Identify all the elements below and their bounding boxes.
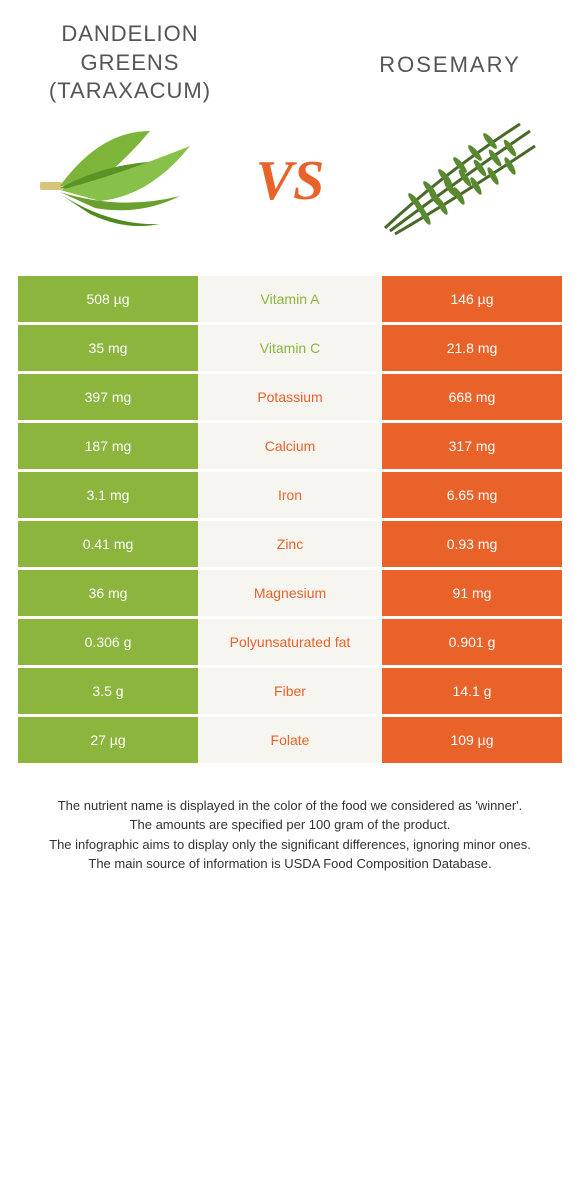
table-row: 0.41 mgZinc0.93 mg	[18, 521, 562, 567]
right-value-cell: 91 mg	[382, 570, 562, 616]
table-row: 0.306 gPolyunsaturated fat0.901 g	[18, 619, 562, 665]
left-value-cell: 36 mg	[18, 570, 198, 616]
left-value-cell: 3.5 g	[18, 668, 198, 714]
nutrient-label-cell: Zinc	[198, 521, 382, 567]
left-food-title: Dandelion Greens (Taraxacum)	[30, 20, 230, 106]
nutrient-label-cell: Vitamin A	[198, 276, 382, 322]
left-value-cell: 27 µg	[18, 717, 198, 763]
left-value-cell: 0.41 mg	[18, 521, 198, 567]
nutrient-label-cell: Iron	[198, 472, 382, 518]
table-row: 187 mgCalcium317 mg	[18, 423, 562, 469]
nutrient-label-cell: Folate	[198, 717, 382, 763]
right-value-cell: 14.1 g	[382, 668, 562, 714]
right-value-cell: 6.65 mg	[382, 472, 562, 518]
footer-line-1: The nutrient name is displayed in the co…	[20, 796, 560, 816]
table-row: 27 µgFolate109 µg	[18, 717, 562, 763]
left-value-cell: 3.1 mg	[18, 472, 198, 518]
table-row: 3.1 mgIron6.65 mg	[18, 472, 562, 518]
images-row: VS	[0, 106, 580, 276]
left-food-name-1: Dandelion	[61, 21, 198, 46]
left-food-name-2: Greens	[81, 50, 180, 75]
nutrient-label-cell: Vitamin C	[198, 325, 382, 371]
left-value-cell: 397 mg	[18, 374, 198, 420]
left-value-cell: 0.306 g	[18, 619, 198, 665]
right-value-cell: 0.901 g	[382, 619, 562, 665]
right-food-title: Rosemary	[350, 20, 550, 78]
footer-line-2: The amounts are specified per 100 gram o…	[20, 815, 560, 835]
right-value-cell: 0.93 mg	[382, 521, 562, 567]
right-value-cell: 668 mg	[382, 374, 562, 420]
nutrient-label-cell: Polyunsaturated fat	[198, 619, 382, 665]
table-row: 3.5 gFiber14.1 g	[18, 668, 562, 714]
right-food-image	[370, 116, 550, 246]
footer-line-4: The main source of information is USDA F…	[20, 854, 560, 874]
right-food-name: Rosemary	[379, 52, 521, 77]
nutrient-label-cell: Calcium	[198, 423, 382, 469]
left-value-cell: 35 mg	[18, 325, 198, 371]
table-row: 35 mgVitamin C21.8 mg	[18, 325, 562, 371]
footer-line-3: The infographic aims to display only the…	[20, 835, 560, 855]
nutrient-label-cell: Fiber	[198, 668, 382, 714]
left-value-cell: 187 mg	[18, 423, 198, 469]
footer-notes: The nutrient name is displayed in the co…	[0, 766, 580, 904]
left-value-cell: 508 µg	[18, 276, 198, 322]
nutrient-label-cell: Potassium	[198, 374, 382, 420]
right-value-cell: 21.8 mg	[382, 325, 562, 371]
nutrient-label-cell: Magnesium	[198, 570, 382, 616]
right-value-cell: 317 mg	[382, 423, 562, 469]
vs-label: VS	[256, 149, 325, 213]
left-food-image	[30, 116, 210, 246]
left-food-name-3: (Taraxacum)	[49, 78, 211, 103]
right-value-cell: 109 µg	[382, 717, 562, 763]
table-row: 36 mgMagnesium91 mg	[18, 570, 562, 616]
header: Dandelion Greens (Taraxacum) Rosemary	[0, 0, 580, 106]
right-value-cell: 146 µg	[382, 276, 562, 322]
nutrition-table: 508 µgVitamin A146 µg35 mgVitamin C21.8 …	[0, 276, 580, 763]
table-row: 508 µgVitamin A146 µg	[18, 276, 562, 322]
table-row: 397 mgPotassium668 mg	[18, 374, 562, 420]
